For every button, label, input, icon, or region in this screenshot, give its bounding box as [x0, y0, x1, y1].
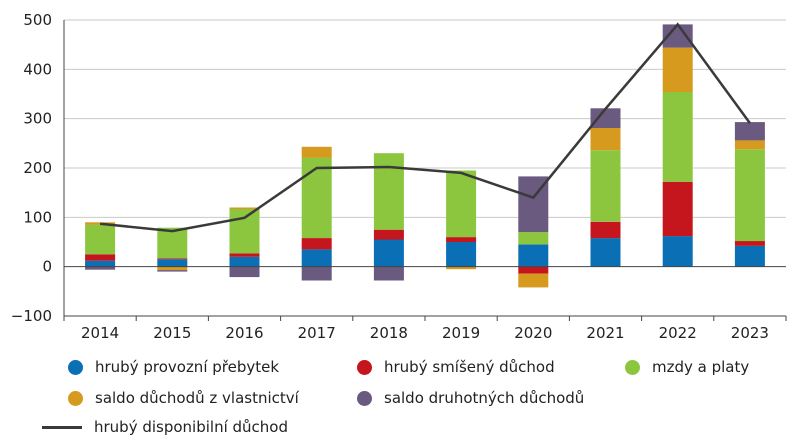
bar-segment [662, 236, 693, 267]
y-tick-label: 100 [23, 208, 52, 226]
bar-segment [229, 253, 260, 257]
bar-segment [662, 181, 693, 237]
bar-segment [590, 128, 621, 151]
bar-segment [446, 242, 477, 267]
bar-segment [373, 153, 404, 230]
y-tick-labels: −100 0 100 200 300 400 500 [11, 11, 52, 325]
x-tick-label: 2020 [514, 324, 552, 342]
y-tick-label: 200 [23, 159, 52, 177]
bar-segment [157, 258, 188, 260]
bar-segment [157, 266, 188, 271]
bar-segment [85, 222, 116, 225]
bar-segment [590, 150, 621, 222]
bar-segment [734, 140, 765, 150]
bar-segment [446, 170, 477, 238]
bar-segment [734, 122, 765, 141]
x-tick-label: 2016 [225, 324, 263, 342]
bar-segment [229, 208, 260, 254]
x-tick-label: 2018 [370, 324, 408, 342]
bar-segment [157, 227, 188, 259]
bar-segment [590, 221, 621, 239]
bar-segment [301, 266, 332, 281]
bar-segment [734, 149, 765, 242]
y-tick-label: 300 [23, 110, 52, 128]
y-tick-label: −100 [11, 307, 52, 325]
x-tick-label: 2023 [731, 324, 769, 342]
bar-segment [734, 245, 765, 267]
bar-segment [662, 24, 693, 48]
axes [63, 20, 787, 321]
bar-segment [301, 146, 332, 158]
y-tick-label: 500 [23, 11, 52, 29]
y-tick-label: 0 [42, 258, 52, 276]
bar-segment [373, 266, 404, 281]
bar-segment [229, 256, 260, 267]
y-tick-label: 400 [23, 60, 52, 78]
bar-segment [157, 259, 188, 267]
bar-segment [301, 157, 332, 238]
bar-segment [590, 108, 621, 128]
bars [85, 24, 765, 288]
bar-segment [157, 270, 188, 272]
bar-segment [373, 239, 404, 267]
bar-segment [301, 249, 332, 267]
bar-segment [590, 238, 621, 267]
bar-segment [446, 237, 477, 242]
x-tick-label: 2015 [153, 324, 191, 342]
bar-segment [229, 207, 260, 209]
line-series [99, 22, 751, 233]
disposable-income-line [99, 22, 751, 233]
bar-segment [85, 266, 116, 270]
bar-segment [518, 273, 549, 288]
bar-segment [518, 266, 549, 274]
x-tick-label: 2021 [586, 324, 624, 342]
bar-segment [518, 244, 549, 267]
bar-segment [734, 241, 765, 246]
bar-segment [518, 232, 549, 245]
bar-segment [662, 47, 693, 92]
bar-segment [301, 238, 332, 250]
bar-segment [373, 229, 404, 240]
bar-segment [85, 254, 116, 261]
bar-segment [85, 260, 116, 267]
bar-segment [446, 266, 477, 270]
x-tick-labels: 2014 2015 2016 2017 2018 2019 2020 2021 2022 2023 [81, 324, 769, 342]
x-tick-label: 2019 [442, 324, 480, 342]
x-tick-label: 2022 [659, 324, 697, 342]
x-tick-label: 2014 [81, 324, 119, 342]
bar-segment [85, 224, 116, 255]
x-tick-label: 2017 [298, 324, 336, 342]
bar-segment [229, 266, 260, 278]
bar-segment [662, 92, 693, 182]
